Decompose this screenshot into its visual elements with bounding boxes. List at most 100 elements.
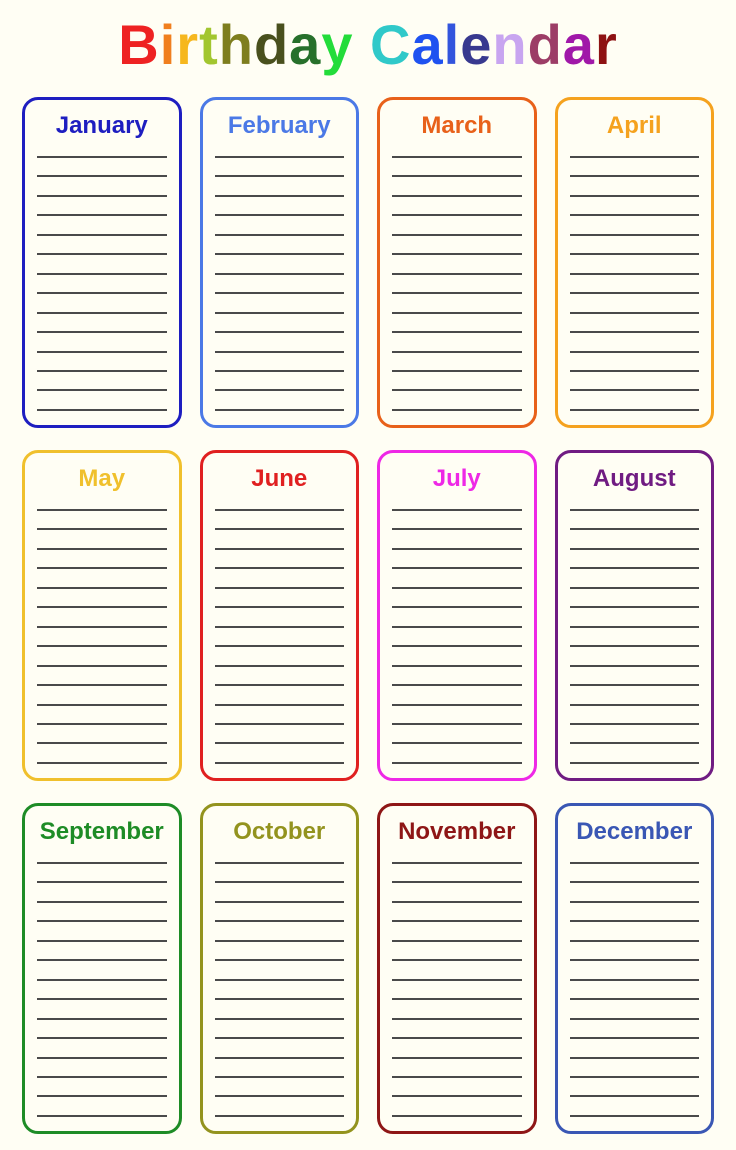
ruled-line bbox=[214, 567, 344, 570]
ruled-lines bbox=[392, 156, 522, 411]
ruled-line bbox=[569, 645, 699, 648]
ruled-line bbox=[569, 1056, 699, 1059]
ruled-line bbox=[569, 703, 699, 706]
ruled-line bbox=[392, 156, 522, 158]
ruled-line bbox=[37, 253, 167, 256]
month-card-january: January bbox=[22, 97, 182, 428]
ruled-line bbox=[569, 900, 699, 903]
month-title: April bbox=[606, 112, 662, 139]
ruled-line bbox=[37, 1017, 167, 1020]
ruled-line bbox=[37, 567, 167, 570]
ruled-line bbox=[569, 606, 699, 609]
ruled-line bbox=[392, 233, 522, 236]
ruled-line bbox=[392, 625, 522, 628]
ruled-line bbox=[569, 369, 699, 372]
ruled-line bbox=[569, 233, 699, 236]
ruled-line bbox=[392, 645, 522, 648]
ruled-line bbox=[214, 253, 344, 256]
ruled-line bbox=[37, 389, 167, 392]
ruled-line bbox=[37, 292, 167, 295]
ruled-line bbox=[569, 978, 699, 981]
ruled-line bbox=[214, 1114, 344, 1117]
ruled-line bbox=[392, 567, 522, 570]
ruled-lines bbox=[392, 509, 522, 764]
ruled-line bbox=[392, 1095, 522, 1098]
ruled-line bbox=[37, 311, 167, 314]
ruled-line bbox=[37, 509, 167, 511]
month-card-march: March bbox=[377, 97, 537, 428]
ruled-line bbox=[569, 1075, 699, 1078]
ruled-line bbox=[37, 978, 167, 981]
ruled-line bbox=[392, 1037, 522, 1040]
ruled-line bbox=[37, 1114, 167, 1117]
ruled-line bbox=[214, 625, 344, 628]
title-letter: a bbox=[289, 13, 322, 76]
ruled-line bbox=[37, 586, 167, 589]
ruled-line bbox=[37, 272, 167, 275]
ruled-line bbox=[37, 703, 167, 706]
ruled-line bbox=[569, 761, 699, 764]
ruled-line bbox=[569, 331, 699, 334]
ruled-line bbox=[37, 331, 167, 334]
ruled-line bbox=[392, 761, 522, 764]
month-card-september: September bbox=[22, 803, 182, 1134]
month-title: June bbox=[251, 465, 308, 492]
ruled-line bbox=[214, 214, 344, 217]
ruled-line bbox=[37, 214, 167, 217]
ruled-line bbox=[392, 664, 522, 667]
ruled-line bbox=[214, 272, 344, 275]
ruled-line bbox=[569, 214, 699, 217]
ruled-line bbox=[569, 175, 699, 178]
ruled-line bbox=[214, 389, 344, 392]
ruled-line bbox=[392, 742, 522, 745]
ruled-line bbox=[392, 920, 522, 923]
ruled-line bbox=[37, 722, 167, 725]
title-letter: d bbox=[527, 13, 563, 76]
title-letter: l bbox=[443, 13, 461, 76]
ruled-line bbox=[569, 722, 699, 725]
ruled-line bbox=[569, 998, 699, 1001]
ruled-line bbox=[214, 586, 344, 589]
ruled-line bbox=[214, 742, 344, 745]
ruled-line bbox=[569, 862, 699, 864]
ruled-line bbox=[37, 233, 167, 236]
title-letter: r bbox=[594, 13, 618, 76]
ruled-line bbox=[214, 939, 344, 942]
ruled-line bbox=[37, 881, 167, 884]
month-card-august: August bbox=[554, 450, 714, 781]
ruled-line bbox=[214, 547, 344, 550]
month-title: January bbox=[55, 112, 148, 139]
ruled-line bbox=[37, 350, 167, 353]
ruled-line bbox=[37, 959, 167, 962]
ruled-line bbox=[392, 722, 522, 725]
ruled-line bbox=[392, 292, 522, 295]
ruled-line bbox=[392, 998, 522, 1001]
ruled-line bbox=[569, 1114, 699, 1117]
ruled-line bbox=[214, 292, 344, 295]
month-title: November bbox=[398, 818, 516, 845]
ruled-line bbox=[37, 645, 167, 648]
ruled-line bbox=[37, 900, 167, 903]
ruled-line bbox=[569, 920, 699, 923]
ruled-lines bbox=[392, 862, 522, 1117]
ruled-line bbox=[392, 408, 522, 411]
ruled-line bbox=[569, 509, 699, 511]
ruled-line bbox=[214, 1056, 344, 1059]
ruled-line bbox=[37, 606, 167, 609]
title-letter: e bbox=[460, 13, 493, 76]
ruled-line bbox=[392, 684, 522, 687]
ruled-line bbox=[392, 939, 522, 942]
ruled-line bbox=[37, 920, 167, 923]
ruled-line bbox=[569, 684, 699, 687]
ruled-line bbox=[392, 311, 522, 314]
ruled-lines bbox=[569, 862, 699, 1117]
ruled-line bbox=[392, 606, 522, 609]
ruled-line bbox=[37, 939, 167, 942]
ruled-line bbox=[214, 1075, 344, 1078]
ruled-line bbox=[214, 1095, 344, 1098]
ruled-line bbox=[569, 959, 699, 962]
ruled-line bbox=[37, 194, 167, 197]
ruled-line bbox=[569, 547, 699, 550]
month-title: October bbox=[233, 818, 326, 845]
title-letter: n bbox=[492, 13, 528, 76]
